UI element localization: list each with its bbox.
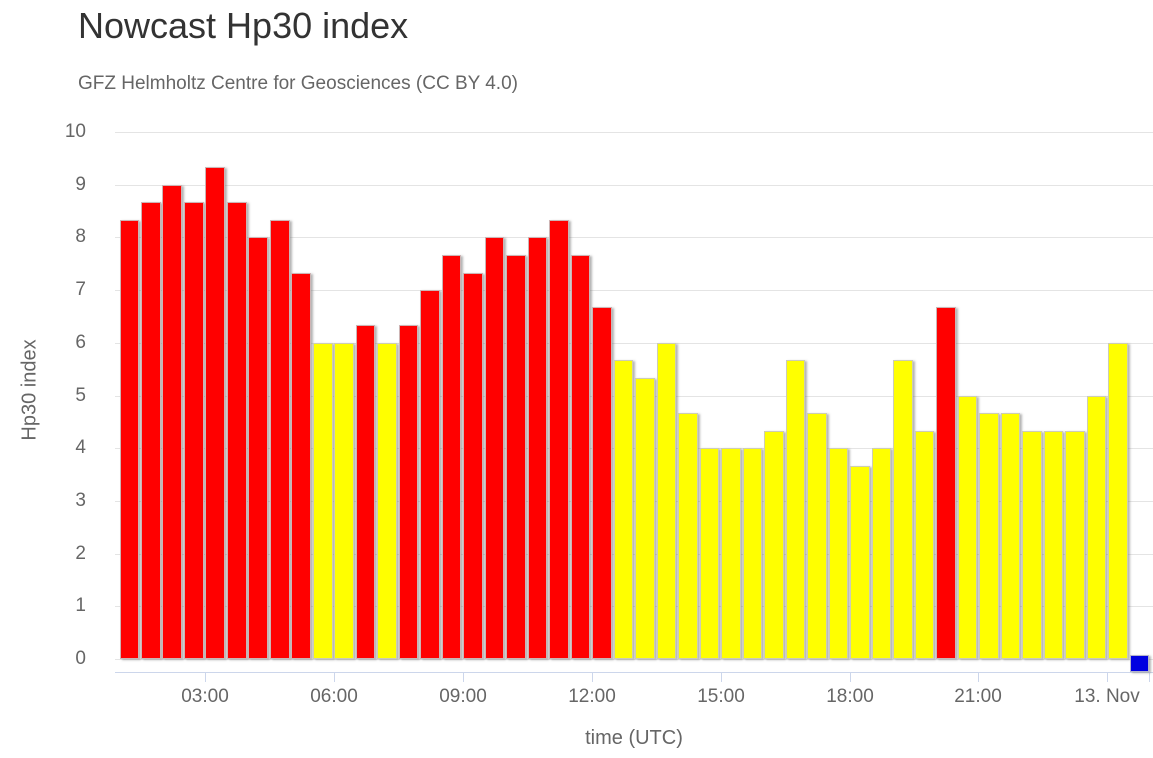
y-tick-label: 10 (64, 121, 86, 142)
bar[interactable] (527, 237, 548, 659)
x-tick (850, 672, 851, 682)
y-gridline (115, 659, 1153, 660)
bar[interactable] (635, 378, 655, 659)
bar[interactable] (979, 412, 999, 659)
y-tick-label: 4 (75, 437, 86, 459)
bar[interactable] (1086, 395, 1107, 659)
bar[interactable] (721, 448, 741, 659)
bar[interactable] (1108, 342, 1128, 659)
x-axis-title: time (UTC) (585, 727, 683, 749)
y-tick-label: 8 (75, 226, 86, 248)
y-gridline (115, 290, 1153, 292)
x-tick (592, 672, 593, 682)
x-tick-label: 15:00 (697, 686, 745, 707)
bar[interactable] (914, 430, 935, 659)
x-axis-line (115, 672, 1153, 673)
y-gridline (115, 606, 1153, 608)
bar[interactable] (549, 220, 569, 659)
bar[interactable] (269, 220, 290, 659)
x-tick (334, 672, 335, 682)
bar[interactable] (226, 202, 247, 659)
y-gridline (115, 342, 1153, 344)
x-axis-end-tick (1149, 672, 1150, 682)
bar[interactable] (871, 448, 892, 659)
x-tick (205, 672, 206, 682)
bar[interactable] (248, 237, 269, 659)
y-tick-label: 1 (75, 595, 86, 617)
bar[interactable] (334, 342, 354, 659)
chart-subtitle: GFZ Helmholtz Centre for Geosciences (CC… (78, 73, 518, 94)
y-gridline (115, 448, 1153, 450)
bar[interactable] (613, 360, 634, 659)
bar[interactable] (398, 325, 419, 659)
y-gridline (115, 132, 1153, 133)
y-gridline (115, 500, 1153, 502)
bar[interactable] (1043, 430, 1064, 659)
bar[interactable] (355, 325, 376, 659)
x-tick (463, 672, 464, 682)
y-tick-label: 0 (75, 648, 86, 669)
x-tick-label: 03:00 (181, 686, 229, 707)
bar[interactable] (678, 412, 698, 659)
bar[interactable] (1000, 412, 1021, 659)
bar[interactable] (850, 465, 870, 659)
y-gridline (115, 395, 1153, 397)
x-tick-label: 06:00 (310, 686, 358, 707)
bar[interactable] (312, 342, 333, 659)
bar[interactable] (828, 448, 849, 659)
bar[interactable] (592, 307, 612, 659)
bar[interactable] (291, 272, 311, 659)
x-tick (1107, 672, 1108, 682)
x-tick-label: 21:00 (954, 686, 1002, 707)
bar[interactable] (742, 448, 763, 659)
bar[interactable] (656, 342, 677, 659)
bar[interactable] (162, 184, 183, 659)
y-gridline (115, 553, 1153, 555)
bar[interactable] (893, 360, 913, 659)
y-tick-label: 6 (75, 331, 86, 353)
bar[interactable] (764, 430, 784, 659)
bar[interactable] (807, 412, 827, 659)
y-gridline (115, 237, 1153, 239)
bar[interactable] (377, 342, 397, 659)
y-tick-label: 5 (75, 384, 86, 406)
x-tick-label: 13. Nov (1074, 686, 1140, 707)
bar[interactable] (119, 220, 140, 659)
bar[interactable] (957, 395, 978, 659)
bar[interactable] (570, 254, 591, 659)
bar[interactable] (205, 167, 226, 659)
x-tick (721, 672, 722, 682)
bar[interactable] (183, 202, 204, 659)
x-tick-label: 09:00 (439, 686, 487, 707)
bar[interactable] (506, 254, 526, 659)
bar[interactable] (785, 360, 806, 659)
chart-title: Nowcast Hp30 index (78, 5, 409, 46)
y-tick-label: 9 (75, 173, 86, 195)
bar[interactable] (420, 290, 440, 659)
bar[interactable] (140, 202, 161, 659)
y-tick-label: 2 (75, 542, 86, 564)
bar[interactable] (699, 448, 720, 659)
x-tick-label: 12:00 (568, 686, 616, 707)
y-gridline (115, 184, 1153, 186)
bar[interactable] (1065, 430, 1085, 659)
bar[interactable] (936, 307, 956, 659)
bar[interactable] (1022, 430, 1042, 659)
y-tick-label: 7 (75, 279, 86, 301)
bar[interactable] (484, 237, 505, 659)
y-tick-label: 3 (75, 489, 86, 511)
x-tick-label: 18:00 (826, 686, 874, 707)
x-tick (978, 672, 979, 682)
latest-bar[interactable] (1129, 655, 1150, 672)
bar[interactable] (441, 254, 462, 659)
bar[interactable] (463, 272, 483, 659)
